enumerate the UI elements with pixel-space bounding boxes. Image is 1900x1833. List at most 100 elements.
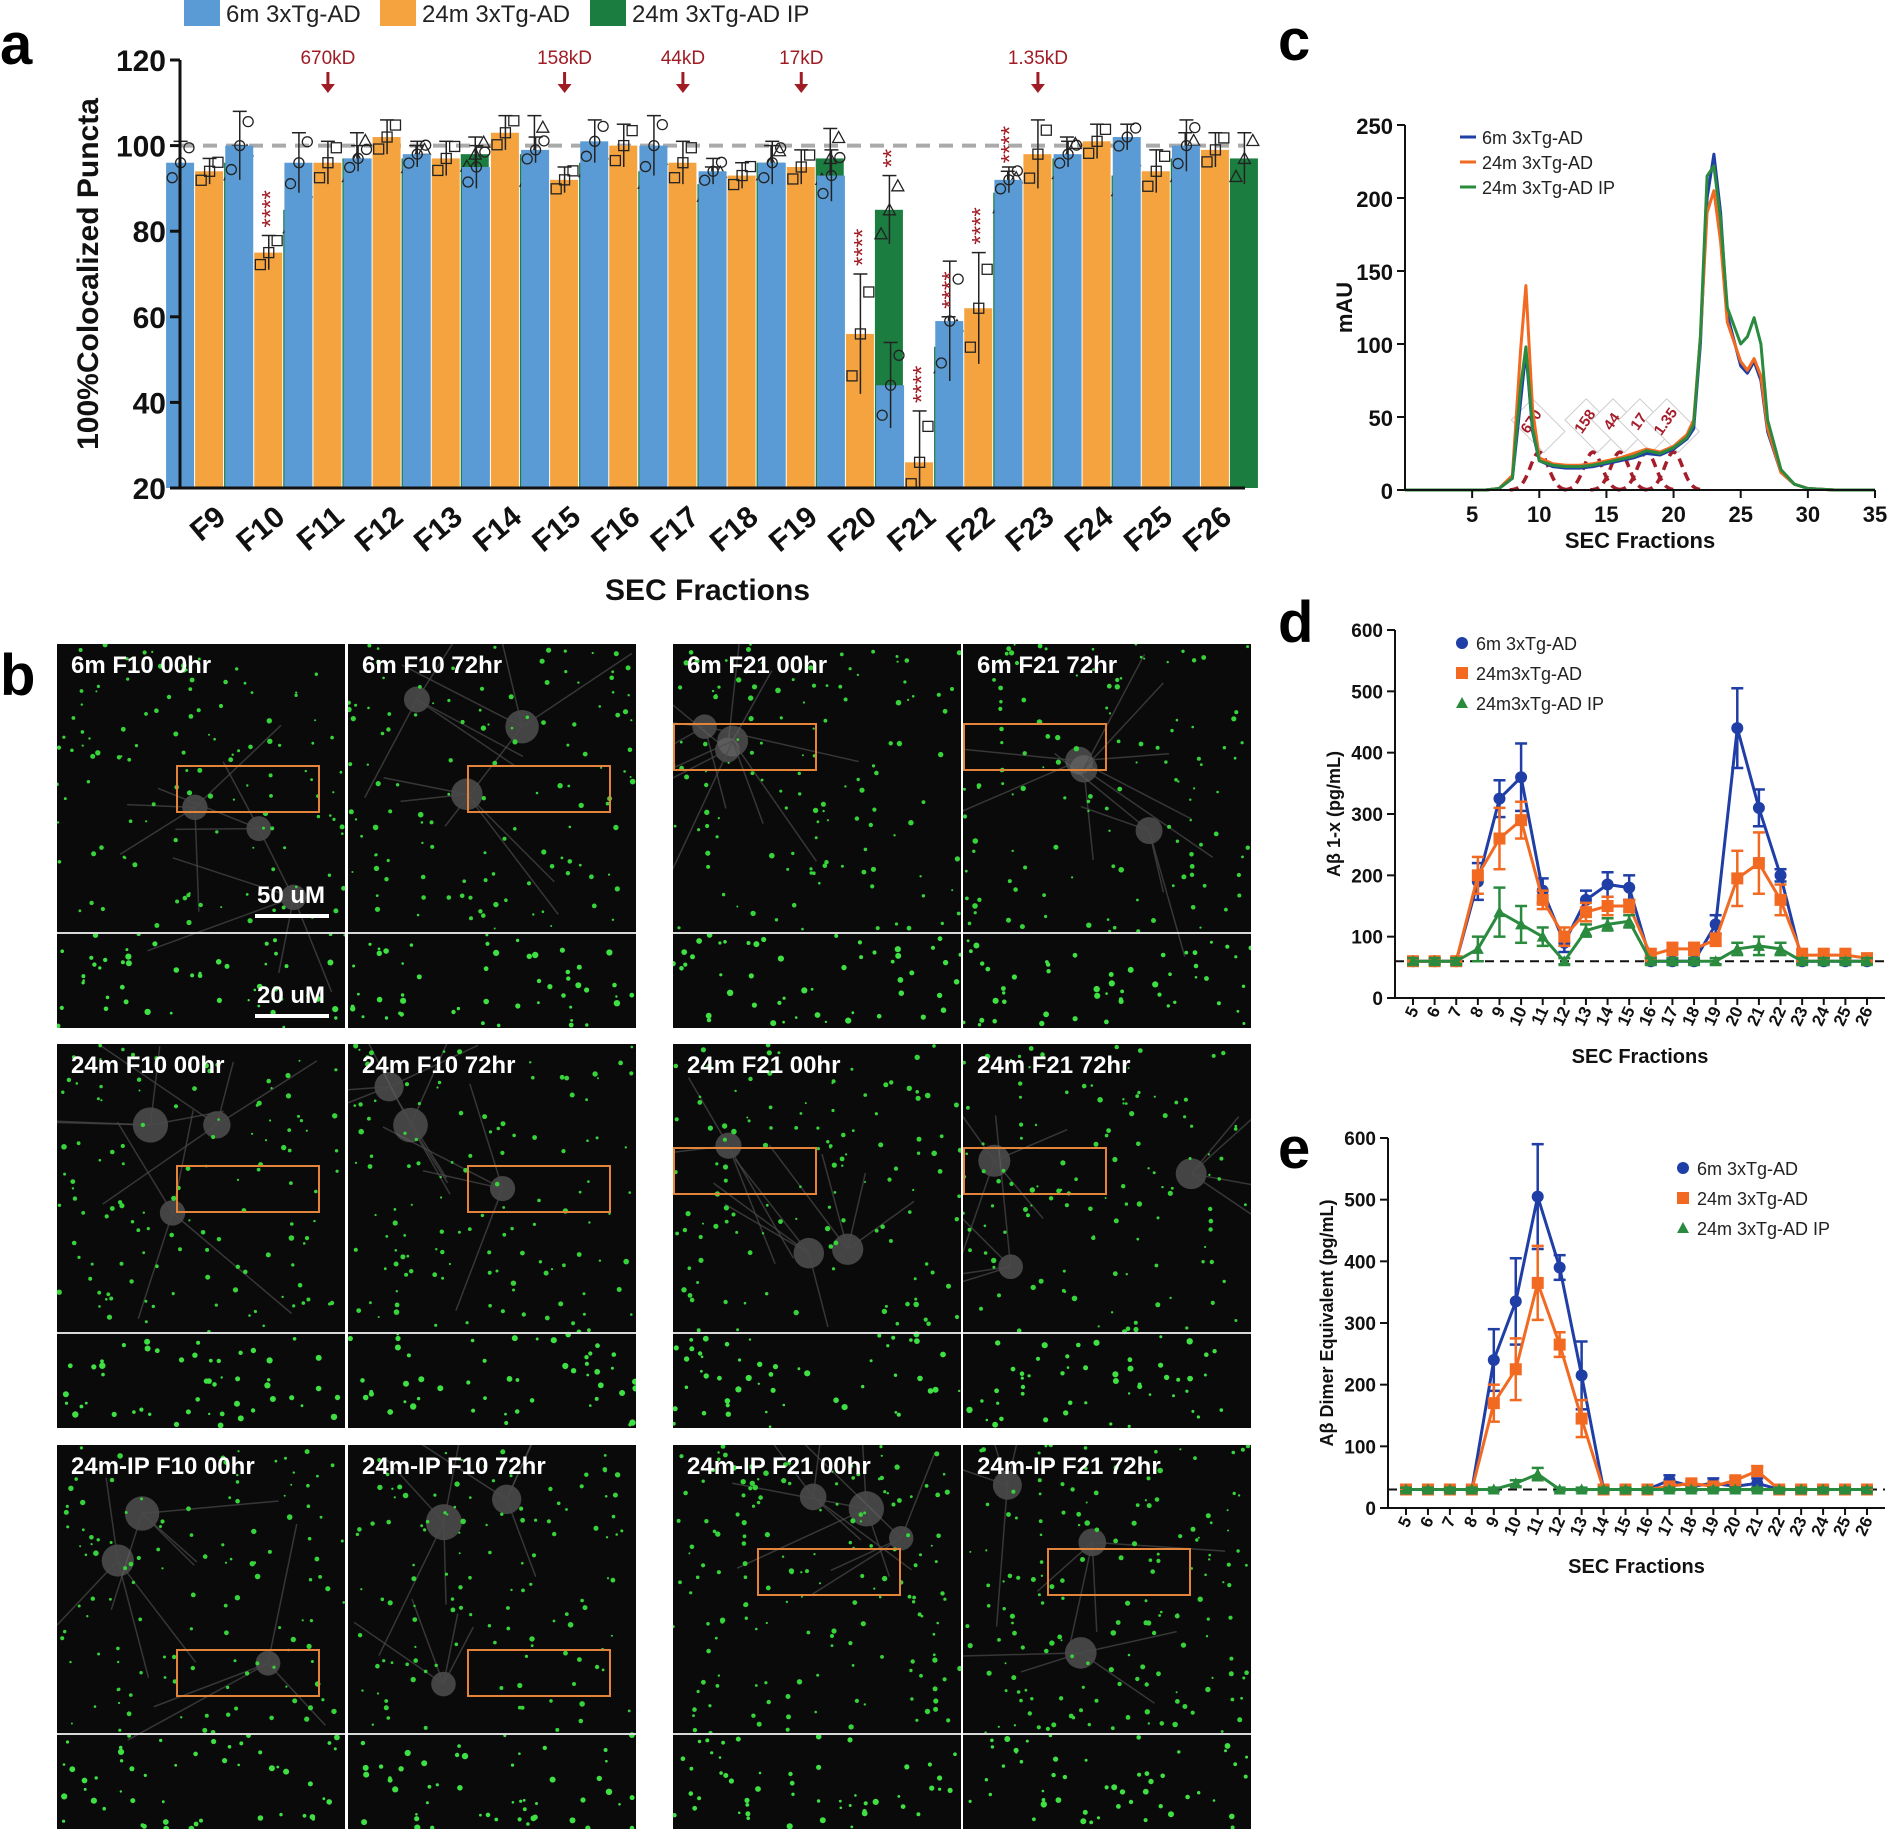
puncta [926, 1321, 931, 1327]
datapoint-d [1623, 881, 1636, 894]
puncta [380, 731, 385, 736]
puncta [587, 1328, 591, 1333]
puncta [777, 1051, 781, 1055]
puncta [1042, 766, 1045, 769]
puncta [745, 671, 748, 674]
puncta [924, 1092, 931, 1099]
puncta [717, 1674, 721, 1677]
datapoint [707, 165, 719, 177]
puncta [460, 719, 465, 725]
puncta [1185, 1389, 1189, 1393]
neurite [1067, 1542, 1094, 1651]
puncta [200, 1230, 206, 1235]
puncta [1019, 924, 1025, 930]
datapoint [166, 172, 178, 184]
puncta [614, 1472, 621, 1478]
datapoint-d [1493, 832, 1506, 845]
puncta [679, 966, 684, 971]
puncta [1090, 1084, 1094, 1087]
puncta [102, 1806, 106, 1811]
puncta [1039, 1533, 1043, 1537]
puncta [760, 661, 763, 665]
puncta [1205, 1686, 1211, 1693]
puncta [216, 997, 222, 1003]
puncta [756, 1721, 762, 1727]
puncta [629, 1825, 635, 1829]
puncta [1043, 1417, 1049, 1423]
puncta [239, 1741, 244, 1746]
puncta [397, 1346, 400, 1349]
neurite [994, 1445, 1009, 1486]
puncta [1147, 1167, 1150, 1170]
puncta [1001, 1168, 1006, 1173]
neurite [383, 777, 467, 796]
puncta [306, 1297, 311, 1302]
datapoint [648, 139, 660, 152]
puncta [224, 1561, 228, 1564]
x-tick-label-d: 21 [1743, 1004, 1768, 1029]
puncta [966, 1105, 970, 1110]
puncta [266, 1357, 273, 1364]
puncta [912, 1188, 915, 1192]
puncta [208, 1358, 213, 1363]
puncta [893, 1373, 898, 1377]
puncta [341, 832, 344, 835]
puncta [268, 773, 273, 778]
puncta [588, 1351, 593, 1356]
puncta [1229, 1656, 1234, 1661]
puncta [940, 1007, 947, 1013]
micrograph-panel: 24m F21 00hr [673, 1044, 961, 1428]
puncta [613, 824, 619, 831]
puncta [1154, 1263, 1159, 1268]
puncta [1209, 940, 1213, 944]
puncta [1137, 1384, 1143, 1390]
puncta [956, 911, 961, 916]
puncta [1046, 969, 1051, 974]
puncta [1190, 1710, 1195, 1715]
puncta [433, 1493, 437, 1497]
puncta [786, 1823, 793, 1829]
puncta [979, 1017, 985, 1023]
puncta [692, 1727, 698, 1733]
puncta [390, 1661, 394, 1664]
y-tick-label-e: 300 [1344, 1314, 1376, 1335]
datapoint [795, 161, 807, 173]
datapoint-e [1421, 1483, 1434, 1495]
puncta [57, 1023, 61, 1028]
puncta [448, 758, 453, 763]
puncta [416, 974, 422, 980]
puncta [854, 1794, 857, 1797]
puncta [537, 1198, 541, 1203]
puncta [996, 1401, 1000, 1405]
puncta [369, 1154, 374, 1158]
puncta [130, 1798, 136, 1804]
puncta [833, 1397, 839, 1403]
puncta [566, 743, 570, 747]
puncta [348, 706, 352, 713]
puncta [270, 826, 275, 831]
marker-arrow-head [675, 84, 690, 93]
roi-box [467, 765, 612, 814]
puncta [1038, 1492, 1042, 1496]
puncta [84, 1553, 88, 1557]
puncta [1094, 992, 1101, 999]
puncta [748, 1486, 753, 1491]
puncta [594, 1396, 599, 1401]
puncta [1127, 1424, 1131, 1428]
puncta [412, 1617, 418, 1622]
puncta [552, 1619, 556, 1623]
datapoint-d [1450, 955, 1463, 967]
puncta [801, 1595, 803, 1598]
puncta [211, 1134, 216, 1140]
puncta [746, 1816, 750, 1820]
puncta [517, 1817, 522, 1822]
puncta [193, 1821, 199, 1827]
x-tick-label-d: 19 [1700, 1004, 1725, 1029]
puncta [610, 1634, 613, 1637]
puncta [801, 927, 804, 931]
y-axis-label-c: mAU [1332, 282, 1357, 333]
puncta [152, 941, 158, 947]
y-tick-label-d: 200 [1351, 866, 1383, 887]
datapoint-e [1729, 1474, 1742, 1487]
puncta [1027, 1374, 1031, 1378]
